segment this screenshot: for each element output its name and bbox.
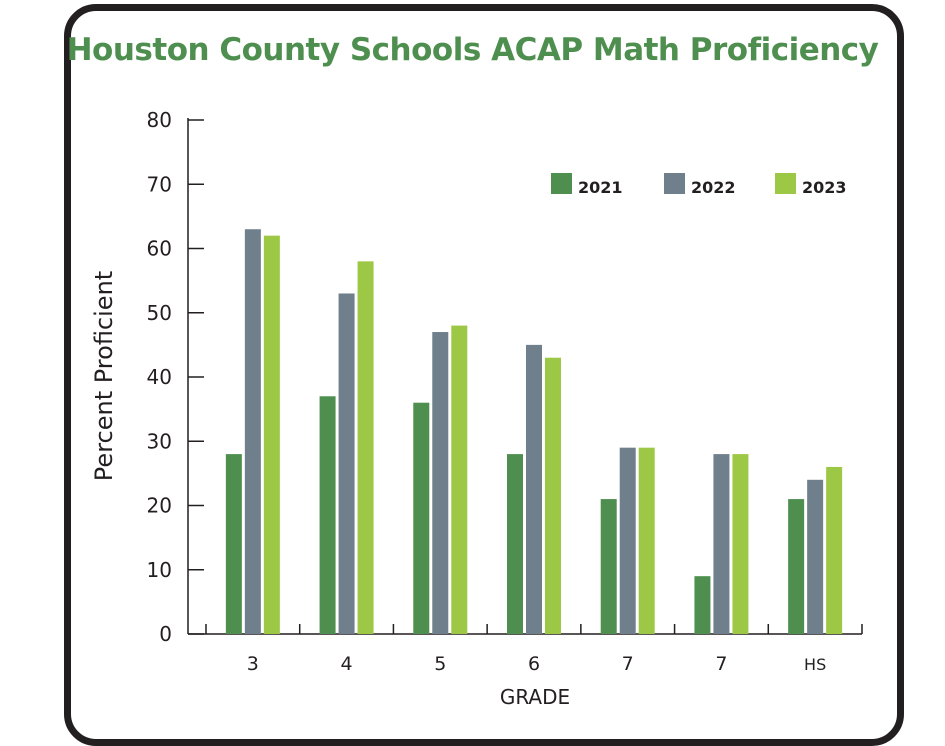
bar-2022-3 bbox=[244, 229, 261, 634]
legend-swatch-2021 bbox=[551, 173, 572, 194]
legend-label-2021: 2021 bbox=[578, 178, 623, 197]
legend-label-2022: 2022 bbox=[691, 178, 736, 197]
x-tick-label: HS bbox=[804, 655, 826, 674]
legend-swatch-2022 bbox=[664, 173, 685, 194]
chart-title: Houston County Schools ACAP Math Profici… bbox=[66, 32, 879, 68]
x-tick-label: 5 bbox=[434, 653, 446, 675]
bar-2022-5 bbox=[432, 332, 449, 634]
bar-2023-3 bbox=[263, 235, 280, 634]
legend-label-2023: 2023 bbox=[802, 178, 847, 197]
bar-2023-6 bbox=[545, 357, 561, 634]
bar-2022-7 bbox=[619, 447, 636, 634]
bar-2023-HS bbox=[826, 466, 843, 634]
y-tick-label: 30 bbox=[147, 429, 172, 453]
y-tick-label: 80 bbox=[147, 108, 172, 132]
bar-2023-5 bbox=[451, 325, 468, 634]
bar-2021-6 bbox=[507, 454, 523, 634]
bar-2023-7 bbox=[638, 447, 655, 634]
x-tick-label: 7 bbox=[622, 653, 634, 675]
chart-frame bbox=[64, 4, 904, 746]
y-tick-label: 0 bbox=[159, 622, 172, 646]
y-tick-label: 70 bbox=[147, 172, 172, 196]
bar-2021-7 bbox=[694, 576, 711, 634]
y-tick-label: 40 bbox=[147, 365, 172, 389]
bar-2021-5 bbox=[413, 402, 430, 634]
bar-2022-6 bbox=[526, 344, 542, 634]
bar-2021-7 bbox=[600, 499, 617, 634]
bar-2021-4 bbox=[319, 396, 336, 634]
bar-2023-4 bbox=[357, 261, 374, 634]
y-tick-label: 50 bbox=[147, 301, 172, 325]
y-tick-label: 10 bbox=[147, 558, 172, 582]
bar-2022-7 bbox=[713, 454, 730, 634]
x-tick-label: 7 bbox=[715, 653, 727, 675]
bar-2021-HS bbox=[788, 499, 805, 634]
bar-2021-3 bbox=[225, 454, 242, 634]
x-tick-label: 3 bbox=[247, 653, 259, 675]
legend-swatch-2023 bbox=[775, 173, 796, 194]
y-tick-label: 20 bbox=[147, 494, 172, 518]
x-axis-label: GRADE bbox=[500, 685, 570, 709]
x-tick-label: 4 bbox=[341, 653, 353, 675]
y-axis-label: Percent Proficient bbox=[90, 271, 118, 481]
bar-2023-7 bbox=[732, 454, 749, 634]
y-tick-label: 60 bbox=[147, 237, 172, 261]
bar-2022-4 bbox=[338, 293, 355, 634]
bar-2022-HS bbox=[807, 479, 824, 634]
x-tick-label: 6 bbox=[528, 653, 540, 675]
